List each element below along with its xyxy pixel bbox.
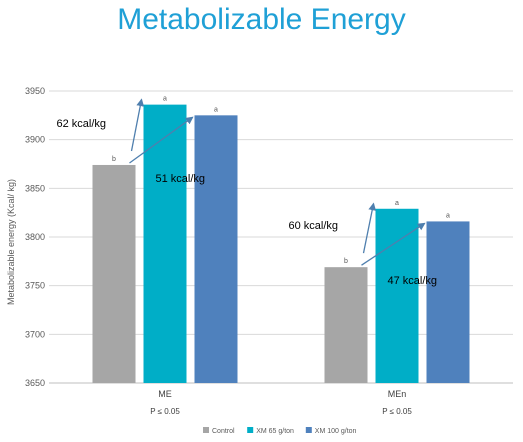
bars bbox=[92, 104, 470, 384]
legend-swatch bbox=[247, 427, 254, 433]
p-value-label: P ≤ 0.05 bbox=[382, 407, 412, 416]
bar-me-3 bbox=[194, 115, 238, 383]
x-tick-label: ME bbox=[158, 389, 172, 399]
legend-swatch bbox=[305, 427, 312, 433]
x-tick-label: MEn bbox=[388, 389, 407, 399]
difference-label: 60 kcal/kg bbox=[289, 220, 339, 232]
p-value-label: P ≤ 0.05 bbox=[150, 407, 180, 416]
significance-letter: a bbox=[395, 200, 399, 207]
y-tick-label: 3950 bbox=[25, 86, 45, 96]
y-tick-label: 3650 bbox=[25, 378, 45, 388]
labels: b a a ME P ≤ 0.05 b a a MEn P ≤ 0.05 bbox=[112, 96, 450, 416]
bar-men-3 bbox=[426, 221, 470, 383]
y-tick-label: 3850 bbox=[25, 183, 45, 193]
y-tick-label: 3700 bbox=[25, 329, 45, 339]
significance-letter: b bbox=[112, 156, 116, 163]
legend-entry: Control bbox=[212, 428, 235, 435]
difference-label: 51 kcal/kg bbox=[156, 173, 206, 185]
difference-label: 47 kcal/kg bbox=[388, 275, 438, 287]
difference-label: 62 kcal/kg bbox=[57, 118, 107, 130]
significance-letter: b bbox=[344, 258, 348, 265]
legend-entry: XM 100 g/ton bbox=[315, 428, 357, 435]
significance-letter: a bbox=[446, 212, 450, 219]
significance-letter: a bbox=[163, 96, 167, 103]
chart-title: Metabolizable Energy bbox=[117, 3, 406, 36]
legend: Control XM 65 g/ton XM 100 g/ton bbox=[203, 427, 357, 435]
y-tick-label: 3900 bbox=[25, 135, 45, 145]
y-tick-label: 3750 bbox=[25, 281, 45, 291]
y-axis: 3650 3700 3750 3800 3850 3900 3950 Metabolizabl… bbox=[6, 86, 45, 388]
legend-swatch bbox=[203, 427, 209, 433]
significance-letter: a bbox=[214, 106, 218, 113]
bar-me-2 bbox=[143, 104, 187, 384]
bar-me-1 bbox=[92, 164, 136, 383]
legend-entry: XM 65 g/ton bbox=[256, 428, 294, 435]
y-axis-label: Metabolizable energy (Kcal/ kg) bbox=[6, 179, 16, 305]
difference-arrow bbox=[129, 116, 194, 164]
bar-men-2 bbox=[375, 208, 419, 383]
difference-arrow bbox=[362, 202, 377, 254]
bar-men-1 bbox=[324, 267, 368, 383]
annotations: 62 kcal/kg 51 kcal/kg 60 kcal/kg 47 kcal/kg bbox=[57, 98, 438, 287]
y-tick-label: 3800 bbox=[25, 232, 45, 242]
difference-arrow bbox=[130, 98, 145, 152]
difference-arrow bbox=[361, 222, 426, 266]
